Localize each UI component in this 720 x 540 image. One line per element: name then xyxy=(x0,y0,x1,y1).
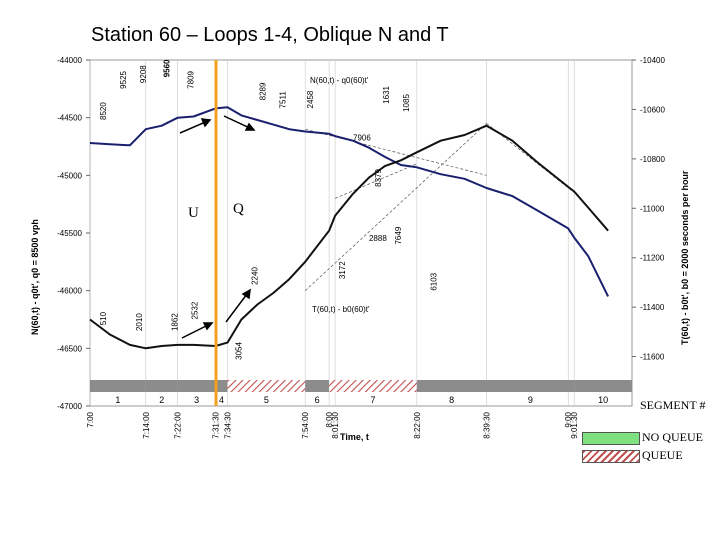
count-label: 9525 xyxy=(119,70,128,88)
right-tick-label: -10800 xyxy=(640,155,665,164)
count-label: 7809 xyxy=(187,70,196,88)
segment-label: 9 xyxy=(528,395,533,405)
left-tick-label: -46000 xyxy=(57,287,82,296)
count-label: 2458 xyxy=(306,90,315,108)
right-tick-label: -10600 xyxy=(640,105,665,114)
count-label: 7649 xyxy=(394,226,403,244)
page-title: Station 60 – Loops 1-4, Oblique N and T xyxy=(91,24,449,46)
legend-no-queue-label: NO QUEUE xyxy=(642,430,703,444)
arrow-up2-head-icon xyxy=(202,322,214,331)
x-tick-label: 7:00 xyxy=(86,411,95,427)
count-label: 2240 xyxy=(250,267,259,285)
right-tick-label: -11600 xyxy=(640,353,665,362)
x-tick-label: 7:14:00 xyxy=(142,411,151,438)
left-tick-label: -45500 xyxy=(57,229,82,238)
segment-label: 10 xyxy=(598,395,608,405)
arrow-up-head-icon xyxy=(200,118,212,128)
segment-9 xyxy=(486,380,575,392)
guide-line xyxy=(486,123,575,193)
series-layer xyxy=(89,106,609,350)
x-axis-ticks: 7:00 7:14:00 7:22:00 7:31:30 7:34:30 7:54:00 8… xyxy=(86,411,579,438)
arrow-down-head-icon xyxy=(244,122,256,131)
count-label: 510 xyxy=(99,311,108,325)
count-label: 2532 xyxy=(191,301,200,319)
curve-label-t: T(60,t) - b0(60)t' xyxy=(312,305,370,314)
series-line-0 xyxy=(89,106,609,297)
segment-10 xyxy=(574,380,632,392)
segment-label: 2 xyxy=(159,395,164,405)
count-label: 7511 xyxy=(278,91,287,109)
count-label: 8379 xyxy=(374,169,383,187)
x-tick-label: 9:00 xyxy=(564,411,573,427)
x-tick-label: 7:54:00 xyxy=(301,411,310,438)
x-tick-label: 7:31:30 xyxy=(212,411,221,438)
count-label: 9560 xyxy=(163,59,172,77)
count-label: 8520 xyxy=(99,102,108,120)
x-tick-label: 8:01:30 xyxy=(331,411,340,438)
y-axis-left-label: N(60,t) - q0t', q0 = 8500 vph xyxy=(30,219,40,335)
x-axis-label: Time, t xyxy=(340,432,369,442)
segment-label: 8 xyxy=(449,395,454,405)
right-tick-label: -10400 xyxy=(640,56,665,65)
guide-line xyxy=(304,123,487,291)
legend-queue-label: QUEUE xyxy=(642,448,683,462)
segment-1 xyxy=(90,380,146,392)
x-tick-label: 9:01:30 xyxy=(570,411,579,438)
left-axis-ticks: -44000 -44500 -45000 -45500 -46000 -46500 -470… xyxy=(57,56,90,411)
curve-label-n: N(60,t) - q0(60)t' xyxy=(310,76,369,85)
left-tick-label: -46500 xyxy=(57,344,82,353)
annotation-u: U xyxy=(188,205,199,221)
left-tick-label: -44000 xyxy=(57,56,82,65)
x-tick-label: 8:22:00 xyxy=(413,411,422,438)
point-labels: 8520 9525 9208 9560 7809 8289 7511 2458 1631 1085… xyxy=(99,59,439,360)
legend-queue-swatch xyxy=(582,450,640,463)
series-line-1 xyxy=(89,124,609,350)
segment-label: 5 xyxy=(264,395,269,405)
segment-7 xyxy=(329,380,417,392)
count-label: 1631 xyxy=(382,85,391,103)
segment-2 xyxy=(145,380,178,392)
count-label: 9208 xyxy=(139,65,148,83)
count-label: 3172 xyxy=(338,261,347,279)
left-tick-label: -44500 xyxy=(57,114,82,123)
arrow-up3-head-icon xyxy=(241,288,251,300)
segment-label: 3 xyxy=(194,395,199,405)
left-tick-label: -45000 xyxy=(57,171,82,180)
right-tick-label: -11000 xyxy=(640,204,665,213)
count-label: 8289 xyxy=(258,82,267,100)
segment-3 xyxy=(177,380,216,392)
count-label: 7906 xyxy=(353,134,371,143)
count-label: 1862 xyxy=(171,313,180,331)
count-label: 6103 xyxy=(430,272,439,290)
segment-label: 7 xyxy=(370,395,375,405)
plot-area xyxy=(89,59,633,407)
right-tick-label: -11400 xyxy=(640,303,665,312)
annotation-q: Q xyxy=(233,201,244,217)
segment-4 xyxy=(215,380,228,392)
count-label: 2010 xyxy=(135,313,144,331)
right-tick-label: -11200 xyxy=(640,254,665,263)
segment-label: 4 xyxy=(219,395,224,405)
segment-caption: SEGMENT # xyxy=(640,398,705,412)
arrow-icons xyxy=(179,115,256,339)
count-label: 2888 xyxy=(369,234,387,243)
segment-bar: 1 2 3 4 5 6 7 8 9 10 xyxy=(90,380,632,405)
x-tick-label: 7:34:30 xyxy=(223,411,232,438)
segment-label: 6 xyxy=(315,395,320,405)
segment-8 xyxy=(416,380,487,392)
legend-no-queue-swatch xyxy=(582,432,640,445)
y-axis-right-label: T(60,t) - b0t', b0 = 2000 seconds per ho… xyxy=(680,170,690,345)
x-tick-label: 8:00 xyxy=(325,411,334,427)
segment-label: 1 xyxy=(115,395,120,405)
x-tick-label: 7:22:00 xyxy=(174,411,183,438)
right-axis-ticks: -10400 -10600 -10800 -11000 -11200 -11400 -116… xyxy=(632,56,665,362)
segment-5 xyxy=(227,380,306,392)
count-label: 3054 xyxy=(234,342,243,360)
count-label: 1085 xyxy=(402,94,411,112)
segment-6 xyxy=(305,380,330,392)
left-tick-label: -47000 xyxy=(57,402,82,411)
x-tick-label: 8:39:30 xyxy=(483,411,492,438)
